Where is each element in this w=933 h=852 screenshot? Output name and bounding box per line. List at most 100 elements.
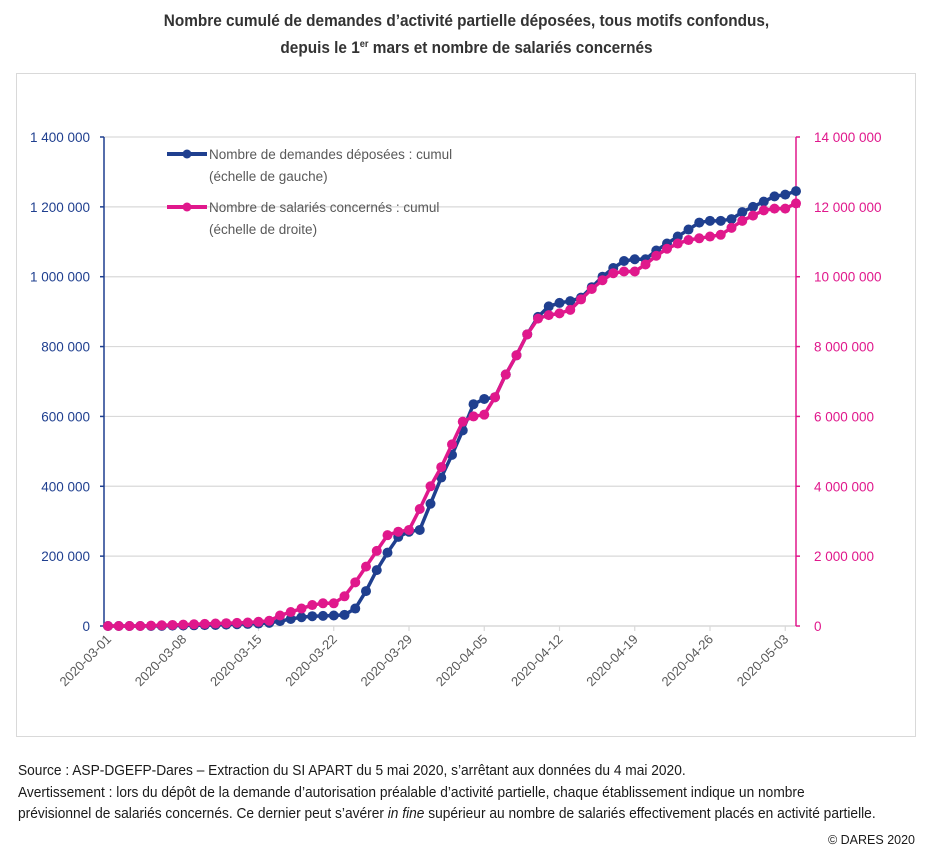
data-point-salaries <box>285 607 296 618</box>
legend-item-salaries: Nombre de salariés concernés : cumul (éc… <box>167 200 439 237</box>
data-point-salaries <box>640 259 651 270</box>
data-point-demandes <box>543 301 554 312</box>
data-point-salaries <box>135 621 146 631</box>
x-tick-label: 2020-03-29 <box>357 632 415 690</box>
right-tick-label: 4 000 000 <box>814 479 874 494</box>
gridlines <box>104 136 796 557</box>
data-point-salaries <box>490 392 500 403</box>
data-point-salaries <box>178 619 189 630</box>
data-point-salaries <box>694 233 705 244</box>
legend-label-demandes: Nombre de demandes déposées : cumul <box>209 147 452 162</box>
data-point-salaries <box>597 275 608 286</box>
data-point-salaries <box>554 308 565 319</box>
data-point-demandes <box>758 196 769 207</box>
data-point-demandes <box>339 609 350 620</box>
series-group <box>103 186 801 631</box>
data-point-salaries <box>565 304 576 315</box>
data-point-salaries <box>533 313 543 324</box>
data-point-salaries <box>705 231 715 242</box>
data-point-demandes <box>619 255 629 266</box>
right-tick-label: 8 000 000 <box>814 340 874 355</box>
data-point-salaries <box>393 526 404 537</box>
data-point-demandes <box>715 215 726 226</box>
data-point-demandes <box>791 186 801 197</box>
data-point-salaries <box>371 545 382 556</box>
data-point-salaries <box>382 530 393 541</box>
x-tick-label: 2020-03-22 <box>282 632 340 690</box>
data-point-demandes <box>371 565 382 576</box>
data-point-demandes <box>414 524 425 535</box>
data-point-salaries <box>436 462 447 473</box>
legend-sublabel-salaries: (échelle de droite) <box>209 222 317 237</box>
x-tick-label: 2020-04-26 <box>658 632 716 690</box>
data-point-salaries <box>629 266 640 277</box>
left-tick-label: 0 <box>82 619 90 634</box>
data-point-salaries <box>167 619 178 630</box>
data-point-demandes <box>683 224 694 235</box>
data-point-salaries <box>726 222 737 233</box>
data-point-salaries <box>339 591 350 602</box>
source-note: Source : ASP-DGEFP-Dares – Extraction du… <box>18 763 686 779</box>
data-point-demandes <box>748 201 758 212</box>
data-point-demandes <box>737 207 748 218</box>
left-tick-label: 200 000 <box>41 549 90 564</box>
chart-footer: Source : ASP-DGEFP-Dares – Extraction du… <box>18 761 878 826</box>
data-point-salaries <box>586 283 597 294</box>
data-point-demandes <box>629 254 640 265</box>
data-point-salaries <box>672 238 683 249</box>
x-tick-label: 2020-04-19 <box>583 632 641 690</box>
x-tick-label: 2020-03-15 <box>207 632 265 690</box>
data-point-salaries <box>275 610 285 621</box>
data-point-demandes <box>425 498 436 509</box>
data-point-salaries <box>457 416 468 427</box>
data-point-salaries <box>318 598 328 609</box>
data-point-salaries <box>210 618 221 629</box>
data-point-salaries <box>543 310 554 321</box>
chart-frame <box>16 73 916 737</box>
right-tick-label: 14 000 000 <box>814 130 882 145</box>
left-tick-label: 400 000 <box>41 479 90 494</box>
data-point-salaries <box>113 621 124 631</box>
data-point-salaries <box>242 617 253 628</box>
x-tick-label: 2020-05-03 <box>734 632 792 690</box>
right-tick-label: 10 000 000 <box>814 270 882 285</box>
data-point-salaries <box>715 229 726 240</box>
series-line-demandes <box>108 189 797 628</box>
data-point-salaries <box>662 243 672 254</box>
data-point-salaries <box>737 215 748 226</box>
data-point-demandes <box>479 393 490 404</box>
data-point-demandes <box>554 297 565 308</box>
left-tick-label: 1 400 000 <box>30 130 90 145</box>
data-point-demandes <box>726 214 737 225</box>
chart-title-line1: Nombre cumulé de demandes d’activité par… <box>163 12 770 30</box>
data-point-salaries <box>296 603 307 614</box>
left-tick-label: 600 000 <box>41 409 90 424</box>
legend-item-demandes: Nombre de demandes déposées : cumul (éch… <box>167 147 452 184</box>
data-point-salaries <box>683 235 694 246</box>
data-point-salaries <box>253 616 264 627</box>
data-point-demandes <box>672 231 683 242</box>
data-point-demandes <box>468 399 479 410</box>
data-point-demandes <box>307 611 318 622</box>
data-point-salaries <box>758 205 769 216</box>
data-point-salaries <box>328 598 339 609</box>
data-point-demandes <box>361 586 371 597</box>
data-point-salaries <box>414 503 425 514</box>
left-tick-label: 1 200 000 <box>30 200 90 215</box>
right-tick-label: 2 000 000 <box>814 549 874 564</box>
data-point-salaries <box>189 619 199 630</box>
chart-title-line2: depuis le 1er mars et nombre de salariés… <box>280 39 653 57</box>
x-tick-label: 2020-03-01 <box>56 632 114 690</box>
data-point-salaries <box>232 617 242 628</box>
legend-label-salaries: Nombre de salariés concernés : cumul <box>209 200 439 215</box>
legend-marker-demandes <box>182 149 192 159</box>
data-point-demandes <box>296 612 307 623</box>
data-point-demandes <box>769 191 780 202</box>
left-tick-label: 1 000 000 <box>30 270 90 285</box>
right-tick-label: 6 000 000 <box>814 409 874 424</box>
data-point-demandes <box>328 610 339 621</box>
data-point-salaries <box>748 210 758 221</box>
data-point-demandes <box>780 189 791 200</box>
data-point-salaries <box>404 524 414 535</box>
